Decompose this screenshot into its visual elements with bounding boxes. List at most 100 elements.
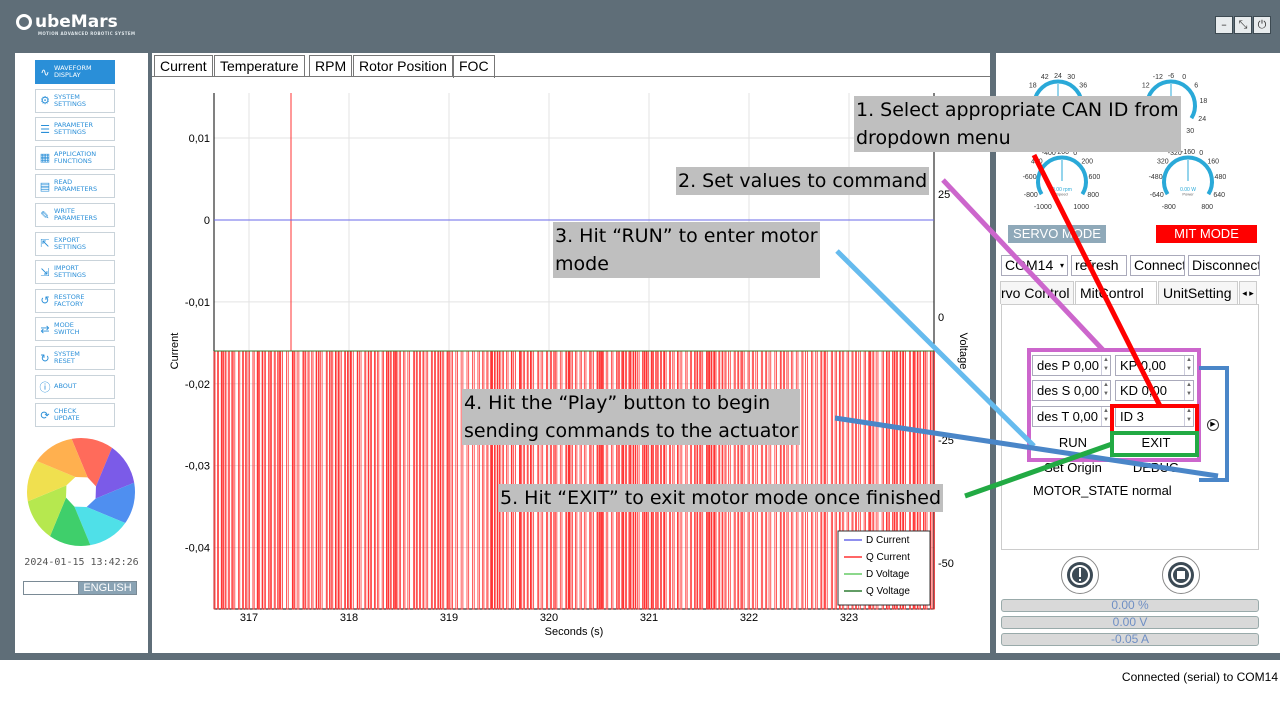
tab-rpm[interactable]: RPM xyxy=(309,55,353,77)
run-button[interactable]: RUN xyxy=(1032,432,1114,453)
sidebar-item-label: RESTORE FACTORY xyxy=(54,292,85,308)
exit-button[interactable]: EXIT xyxy=(1115,432,1197,453)
sidebar-item-system-settings[interactable]: ⚙ SYSTEM SETTINGS xyxy=(35,88,115,113)
x-tick-label: 322 xyxy=(740,612,758,624)
des-p-value: des P 0,00 xyxy=(1037,358,1099,373)
annotation-step-5: 5. Hit “EXIT” to exit motor mode once fi… xyxy=(498,484,944,512)
sidebar-item-label: CHECK UPDATE xyxy=(54,407,80,423)
y2-tick-label: 25 xyxy=(938,189,950,201)
servo-mode-label: SERVO MODE xyxy=(1013,226,1101,241)
sidebar-item-parameter-settings[interactable]: ☰ PARAMETER SETTINGS xyxy=(35,117,115,142)
can-id-select[interactable]: ID 3 ▲ ▼ xyxy=(1115,406,1194,427)
tab-label: UnitSetting xyxy=(1163,285,1232,301)
annotation-step-2: 2. Set values to command xyxy=(676,167,930,195)
y2-tick-label: -25 xyxy=(938,435,954,447)
restore-icon: ↺ xyxy=(40,294,50,308)
tab-rotor-position[interactable]: Rotor Position xyxy=(353,55,453,77)
des-p-input[interactable]: des P 0,00 ▲ ▼ xyxy=(1032,355,1111,376)
kp-input[interactable]: KP 0,00 ▲ ▼ xyxy=(1115,355,1194,376)
x-tick-label: 323 xyxy=(840,612,858,624)
kd-input[interactable]: KD 0,00 ▲ ▼ xyxy=(1115,380,1194,401)
sidebar-item-check-update[interactable]: ⟳ CHECK UPDATE xyxy=(35,403,115,428)
tab-divider xyxy=(152,76,990,77)
tab-foc[interactable]: FOC xyxy=(453,55,495,78)
refresh-button[interactable]: refresh xyxy=(1071,255,1127,276)
play-button[interactable]: ▶ xyxy=(1207,419,1219,431)
tab-servo-control[interactable]: rvo Control xyxy=(1000,281,1074,304)
tab-temperature[interactable]: Temperature xyxy=(214,55,305,77)
stop-button[interactable] xyxy=(1162,556,1200,594)
sidebar-item-about[interactable]: ⓘ ABOUT xyxy=(35,374,115,399)
sidebar-item-system-reset[interactable]: ↻ SYSTEM RESET xyxy=(35,346,115,370)
gauge-tick-label: 24 xyxy=(1054,73,1062,80)
spin-arrows-icon[interactable]: ▲ ▼ xyxy=(1101,381,1110,400)
sidebar-item-label: APPLICATION FUNCTIONS xyxy=(54,149,97,165)
sidebar-item-read-parameters[interactable]: ▤ READ PARAMETERS xyxy=(35,174,115,199)
aperture-blade xyxy=(36,438,88,478)
gauge-tick-label: 24 xyxy=(1198,116,1206,123)
language-toggle[interactable]: ENGLISH xyxy=(23,581,137,595)
sidebar-item-restore-factory[interactable]: ↺ RESTORE FACTORY xyxy=(35,288,115,313)
spin-arrows-icon[interactable]: ▲ ▼ xyxy=(1184,356,1193,375)
y-tick-label: -0,04 xyxy=(185,543,210,555)
tab-current[interactable]: Current xyxy=(154,55,213,77)
gauge-tick-label: -6 xyxy=(1168,73,1174,80)
gauge-tick-label: 30 xyxy=(1186,128,1194,135)
sidebar-item-mode-switch[interactable]: ⇄ MODE SWITCH xyxy=(35,317,115,342)
aperture-blade xyxy=(27,485,67,537)
gauge-tick-label: 400 xyxy=(1031,159,1043,166)
grid-icon: ▦ xyxy=(39,151,51,165)
spin-arrows-icon[interactable]: ▲ ▼ xyxy=(1101,356,1110,375)
tab-scroll-arrows[interactable]: ◂ ▸ xyxy=(1239,281,1257,304)
tab-mit-control[interactable]: MitControl xyxy=(1075,281,1157,304)
sidebar-item-import-settings[interactable]: ⇲ IMPORT SETTINGS xyxy=(35,260,115,285)
connect-button[interactable]: Connect xyxy=(1130,255,1185,276)
refresh-label: refresh xyxy=(1075,257,1119,273)
gauge-tick-label: -800 xyxy=(1024,192,1038,199)
maximize-button[interactable]: ⤡ xyxy=(1234,16,1252,34)
gauge-tick-label: 36 xyxy=(1079,83,1087,90)
disconnect-button[interactable]: Disconnect xyxy=(1188,255,1260,276)
annotation-text: 1. Select appropriate CAN ID from dropdo… xyxy=(856,99,1179,149)
spin-arrows-icon[interactable]: ▲ ▼ xyxy=(1101,407,1110,426)
gauge-tick-label: 1000 xyxy=(1073,204,1089,211)
connection-status: Connected (serial) to COM14 xyxy=(1121,670,1278,684)
minimize-button[interactable]: – xyxy=(1215,16,1233,34)
emergency-stop-button[interactable] xyxy=(1061,556,1099,594)
connect-label: Connect xyxy=(1134,257,1185,273)
com-port-select[interactable]: COM14 ▾ xyxy=(1001,255,1068,276)
des-t-input[interactable]: des T 0,00 ▲ ▼ xyxy=(1032,406,1111,427)
debug-button[interactable]: DEBUG xyxy=(1115,457,1197,478)
sidebar-item-label: WAVEFORM DISPLAY xyxy=(54,64,92,79)
tab-unit-setting[interactable]: UnitSetting xyxy=(1158,281,1238,304)
sidebar-item-write-parameters[interactable]: ✎ WRITE PARAMETERS xyxy=(35,203,115,227)
gauge-tick-label: -600 xyxy=(1023,174,1037,181)
set-origin-button[interactable]: Set Origin xyxy=(1032,457,1114,478)
status-bar xyxy=(0,660,1280,718)
cubemars-logo: ubeMars MOTION ADVANCED ROBOTIC SYSTEM xyxy=(16,12,135,36)
sidebar-item-label: SYSTEM SETTINGS xyxy=(54,92,87,108)
gauge-tick-label: 0 xyxy=(1182,74,1186,81)
spin-arrows-icon[interactable]: ▲ ▼ xyxy=(1184,407,1193,426)
spin-arrows-icon[interactable]: ▲ ▼ xyxy=(1184,381,1193,400)
des-s-input[interactable]: des S 0,00 ▲ ▼ xyxy=(1032,380,1111,401)
sidebar-item-waveform-display[interactable]: ∿ WAVEFORM DISPLAY xyxy=(35,60,115,84)
sidebar-item-export-settings[interactable]: ⇱ EXPORT SETTINGS xyxy=(35,231,115,256)
power-button[interactable]: ⏻ xyxy=(1253,16,1271,34)
mit-mode-button[interactable]: MIT MODE xyxy=(1156,225,1257,243)
tab-label: Rotor Position xyxy=(359,58,447,74)
title-bar: ubeMars MOTION ADVANCED ROBOTIC SYSTEM – … xyxy=(0,0,1280,48)
x-tick-label: 320 xyxy=(540,612,558,624)
y-tick-label: -0,01 xyxy=(185,297,210,309)
kd-value: KD 0,00 xyxy=(1120,383,1167,398)
des-t-value: des T 0,00 xyxy=(1037,409,1098,424)
tab-label: FOC xyxy=(459,58,489,74)
chart-legend: D Current Q Current D Voltage Q Voltage xyxy=(837,530,931,606)
sliders-icon: ☰ xyxy=(40,122,50,136)
write-icon: ✎ xyxy=(40,208,50,222)
annotation-text: 3. Hit “RUN” to enter motor mode xyxy=(555,225,818,275)
gauge-readout: 0.00 W xyxy=(1180,187,1196,193)
servo-mode-button[interactable]: SERVO MODE xyxy=(1008,225,1106,243)
sidebar-item-application-functions[interactable]: ▦ APPLICATION FUNCTIONS xyxy=(35,145,115,170)
voltage-bar: 0.00 V xyxy=(1001,616,1259,629)
